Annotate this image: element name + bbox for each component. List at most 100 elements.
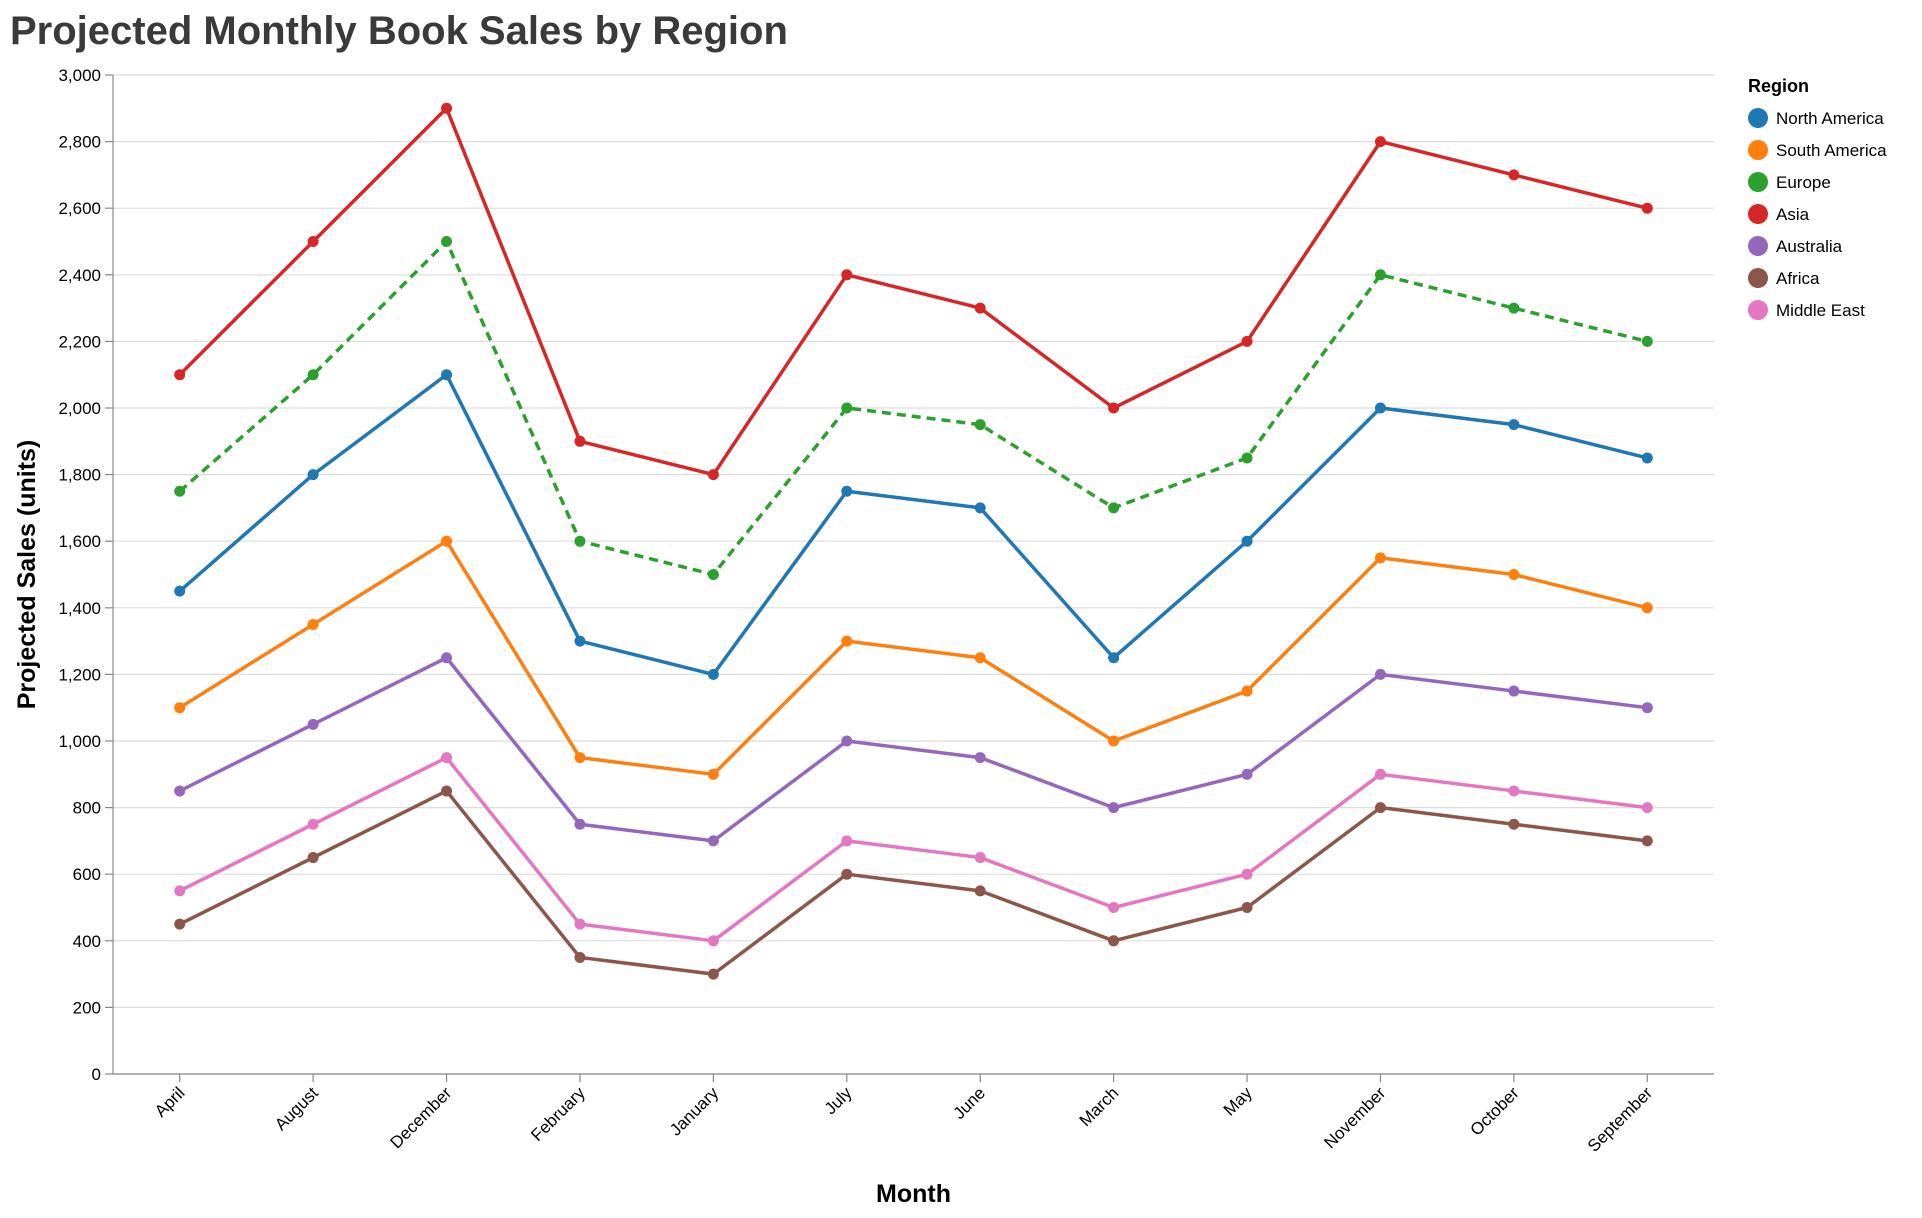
data-point	[174, 585, 186, 597]
data-point	[1374, 269, 1386, 281]
data-point	[441, 102, 453, 114]
data-point	[307, 618, 319, 630]
data-point	[841, 269, 853, 281]
data-point	[307, 236, 319, 247]
data-point	[1241, 335, 1253, 347]
y-tick-label: 1,800	[58, 466, 101, 485]
data-point	[1508, 785, 1520, 797]
legend-item-label: Australia	[1776, 237, 1843, 256]
data-point	[1508, 685, 1520, 697]
data-point	[1508, 569, 1520, 580]
axes: 0 200 400 600 800 1,000 1,200 1,400 1,600 1,800 2,…	[58, 66, 1714, 1156]
x-tick-label: November	[1320, 1083, 1389, 1152]
data-point	[707, 668, 719, 680]
x-tick-label: January	[666, 1083, 723, 1140]
data-point	[1508, 419, 1520, 431]
data-point	[1108, 802, 1120, 814]
data-point	[1108, 735, 1120, 747]
data-point	[974, 885, 986, 897]
y-tick-label: 1,600	[58, 532, 101, 551]
data-point	[441, 369, 453, 381]
chart-title: Projected Monthly Book Sales by Region	[10, 9, 788, 53]
data-point	[574, 951, 586, 963]
legend-swatch	[1748, 268, 1768, 288]
legend-swatch	[1748, 140, 1768, 160]
x-tick-label: October	[1466, 1083, 1522, 1139]
data-point	[174, 885, 186, 897]
data-point	[307, 718, 319, 730]
y-tick-label: 1,200	[58, 665, 101, 684]
legend-title: Region	[1748, 76, 1809, 96]
data-point	[1241, 685, 1253, 697]
data-point	[307, 852, 319, 864]
x-tick-label: August	[271, 1083, 322, 1134]
y-tick-label: 1,000	[58, 732, 101, 751]
data-point	[1241, 535, 1253, 547]
data-point	[307, 818, 319, 830]
legend-swatch	[1748, 300, 1768, 320]
legend-item-label: North America	[1776, 109, 1884, 128]
series-line	[178, 106, 1648, 477]
data-point	[1508, 818, 1520, 830]
data-point	[841, 402, 853, 414]
data-point	[974, 302, 986, 314]
series-middle-east	[174, 752, 1653, 947]
x-tick-label: September	[1584, 1083, 1656, 1155]
data-point	[1374, 402, 1386, 414]
y-tick-label: 0	[92, 1065, 101, 1084]
data-point	[841, 868, 853, 880]
y-tick-label: 2,400	[58, 266, 101, 285]
data-point	[707, 768, 719, 780]
x-tick-label: May	[1220, 1083, 1256, 1119]
data-point	[1108, 935, 1120, 947]
x-tick-label: December	[386, 1083, 455, 1152]
data-point	[1641, 202, 1653, 214]
data-point	[974, 652, 986, 664]
series-australia	[174, 652, 1653, 847]
y-tick-label: 1,400	[58, 599, 101, 618]
x-tick-label: April	[151, 1083, 188, 1120]
legend-swatch	[1748, 108, 1768, 128]
data-point	[1374, 668, 1386, 680]
y-tick-label: 2,000	[58, 399, 101, 418]
data-point	[707, 935, 719, 947]
legend-item-label: Europe	[1776, 173, 1831, 192]
legend-item-label: Africa	[1776, 269, 1820, 288]
y-tick-label: 2,200	[58, 332, 101, 351]
series-asia	[174, 102, 1653, 481]
data-point	[1241, 868, 1253, 880]
data-point	[174, 702, 186, 714]
data-point	[974, 752, 986, 764]
data-point	[574, 435, 586, 447]
data-point	[841, 735, 853, 747]
data-point	[1374, 802, 1386, 814]
series-line	[178, 656, 1648, 843]
data-point	[1374, 768, 1386, 780]
data-point	[441, 236, 453, 247]
data-point	[174, 785, 186, 797]
y-tick-label: 600	[73, 865, 101, 884]
data-point	[1374, 552, 1386, 564]
data-point	[441, 652, 453, 664]
legend-swatch	[1748, 204, 1768, 224]
series-north-america	[174, 369, 1653, 680]
series-line	[178, 239, 1648, 577]
data-point	[974, 502, 986, 514]
data-point	[1508, 302, 1520, 314]
y-tick-label: 200	[73, 998, 101, 1017]
series-line	[178, 789, 1648, 976]
data-point	[174, 485, 186, 497]
data-point	[1241, 768, 1253, 780]
data-point	[1641, 802, 1653, 814]
y-tick-label: 800	[73, 799, 101, 818]
data-point	[574, 752, 586, 764]
data-point	[1108, 402, 1120, 414]
data-point	[1108, 502, 1120, 514]
data-point	[307, 369, 319, 381]
x-tick-label: July	[821, 1083, 856, 1118]
data-point	[574, 918, 586, 930]
y-tick-label: 2,800	[58, 133, 101, 152]
series-line	[178, 539, 1648, 777]
data-point	[574, 635, 586, 647]
